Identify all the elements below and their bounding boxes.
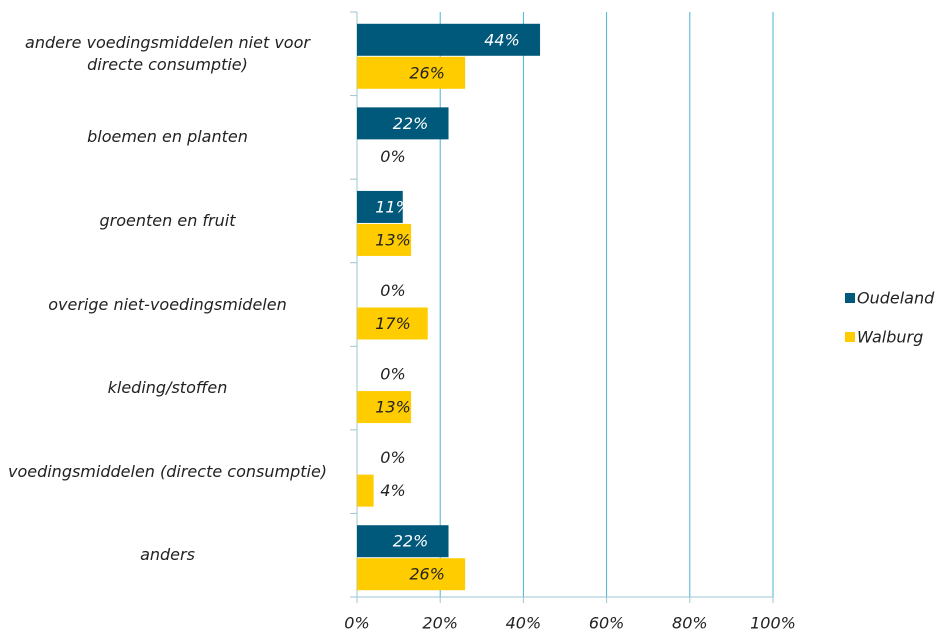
x-tick-label: 80% bbox=[672, 614, 708, 633]
x-tick-label: 20% bbox=[422, 614, 458, 633]
bar bbox=[357, 307, 428, 340]
bar bbox=[357, 107, 449, 140]
x-tick-label: 40% bbox=[506, 614, 542, 633]
bar bbox=[357, 23, 541, 56]
y-tick-label: overige niet-voedingsmidelen bbox=[48, 294, 287, 314]
legend-label: Walburg bbox=[857, 328, 923, 347]
value-label: 44% bbox=[484, 30, 520, 49]
bar bbox=[357, 558, 466, 591]
bar bbox=[357, 391, 412, 424]
legend-label: Oudeland bbox=[857, 289, 935, 308]
x-tick-label: 0% bbox=[344, 614, 369, 633]
value-label: 0% bbox=[380, 147, 405, 166]
value-label: 17% bbox=[375, 314, 411, 333]
bar bbox=[357, 223, 412, 256]
y-tick-label: groenten en fruit bbox=[99, 210, 236, 230]
x-tick-label: 60% bbox=[589, 614, 625, 633]
value-label: 26% bbox=[409, 63, 445, 82]
bar bbox=[357, 190, 403, 223]
value-label: 0% bbox=[380, 365, 405, 384]
bar bbox=[357, 474, 374, 507]
value-label: 0% bbox=[380, 281, 405, 300]
x-tick-label: 100% bbox=[750, 614, 796, 633]
legend-swatch bbox=[845, 332, 855, 342]
y-tick-label: voedingsmiddelen (directe consumptie) bbox=[7, 461, 328, 481]
value-label: 13% bbox=[375, 230, 411, 249]
y-tick-label: anders bbox=[140, 545, 195, 565]
value-label: 26% bbox=[409, 565, 445, 584]
bar bbox=[357, 56, 466, 89]
value-label: 4% bbox=[380, 481, 405, 500]
value-label: 22% bbox=[393, 114, 429, 133]
y-tick-label: kleding/stoffen bbox=[107, 378, 228, 398]
y-tick-label: andere voedingsmiddelen niet voor direct… bbox=[25, 32, 310, 74]
value-label: 13% bbox=[375, 398, 411, 417]
value-label: 22% bbox=[393, 532, 429, 551]
bar bbox=[357, 525, 449, 558]
y-tick-label: bloemen en planten bbox=[87, 127, 248, 147]
value-label: 0% bbox=[380, 448, 405, 467]
value-label: 11% bbox=[375, 197, 411, 216]
legend-swatch bbox=[845, 293, 855, 303]
